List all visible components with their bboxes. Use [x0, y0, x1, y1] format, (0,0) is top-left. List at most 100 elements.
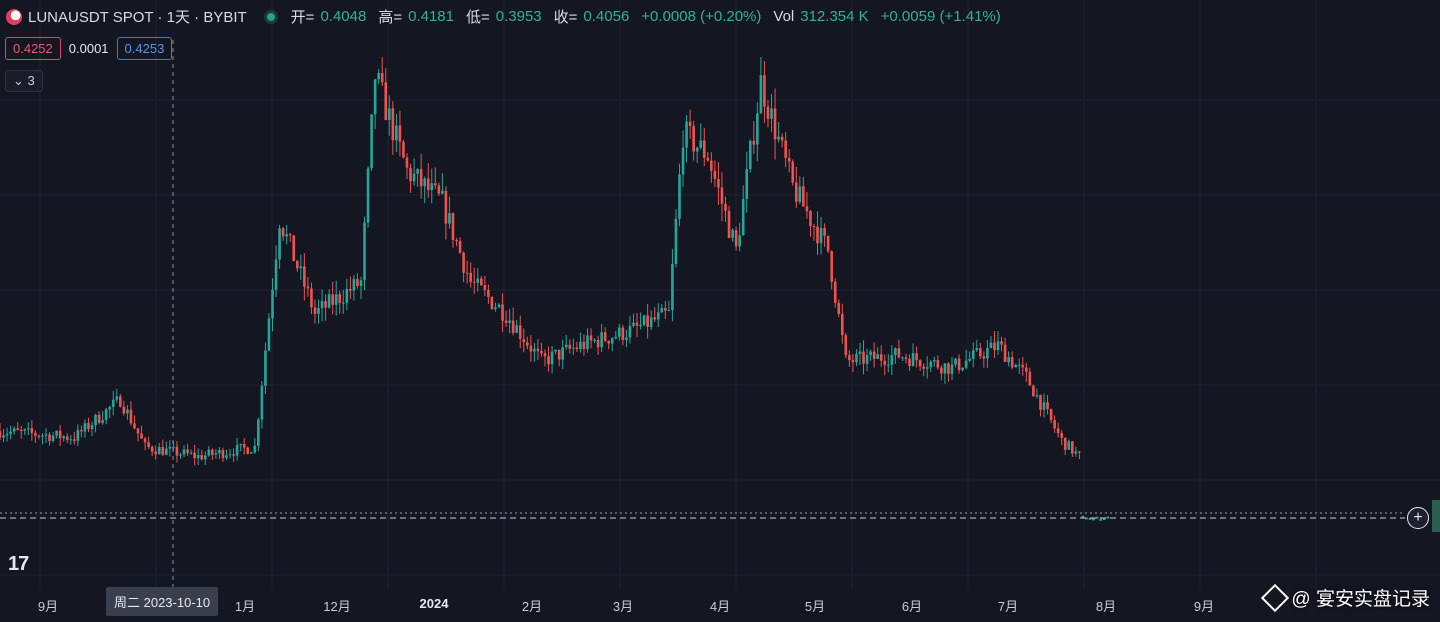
candle-body — [228, 454, 232, 456]
tradingview-logo[interactable]: 17 — [8, 553, 29, 575]
candle — [993, 330, 996, 358]
candle — [402, 139, 405, 159]
candle — [384, 68, 388, 121]
candle-body — [1088, 517, 1092, 520]
candle-body — [968, 358, 971, 361]
candle — [1056, 422, 1060, 438]
candle-body — [267, 318, 271, 351]
candle — [0, 423, 2, 441]
candle — [957, 354, 961, 374]
candle — [518, 315, 522, 349]
candle — [575, 341, 579, 352]
candle-body — [94, 414, 97, 426]
candle — [189, 449, 193, 455]
candle-body — [734, 230, 738, 247]
candle — [759, 57, 763, 114]
candle-body — [826, 235, 830, 252]
sell-price-button[interactable]: 0.4252 — [5, 37, 61, 60]
candle — [504, 310, 508, 328]
candle — [235, 437, 239, 461]
candle — [572, 338, 575, 355]
candle-body — [933, 360, 936, 362]
candle — [320, 289, 324, 322]
candle-body — [288, 234, 292, 236]
candle-body — [961, 367, 964, 370]
candle-body — [23, 429, 27, 431]
candle-body — [90, 425, 94, 430]
candle — [366, 166, 370, 228]
candle-body — [738, 235, 741, 247]
candle — [377, 69, 380, 85]
candle — [954, 357, 957, 368]
volume-value: 312.354 K — [800, 8, 869, 25]
candle — [90, 421, 94, 437]
x-axis[interactable]: 9月 1月 12月 2024 2月 3月 4月 5月 6月 7月 8月 9月 — [0, 590, 1440, 622]
buy-price-button[interactable]: 0.4253 — [116, 37, 173, 60]
x-tick-label: 2月 — [521, 599, 543, 614]
candlestick-chart[interactable] — [0, 0, 1440, 590]
candle — [756, 102, 759, 162]
candle-body — [1067, 441, 1071, 450]
low-label: 低= — [465, 9, 490, 26]
candle — [819, 216, 823, 255]
candle — [582, 334, 586, 356]
candle-body — [193, 452, 196, 459]
candle-body — [147, 442, 150, 447]
symbol-title[interactable]: LUNAUSDT SPOT · 1天 · BYBIT — [28, 9, 247, 26]
indicators-collapse-button[interactable]: ⌄ 3 — [5, 70, 43, 92]
candle-body — [462, 252, 465, 273]
change-value: +0.0008 (+0.20%) — [641, 8, 762, 25]
candle-body — [87, 422, 90, 430]
candle-body — [1102, 518, 1106, 521]
volume-change-value: +0.0059 (+1.41%) — [880, 8, 1001, 25]
candle — [48, 432, 51, 446]
candle-body — [543, 353, 547, 357]
candle-body — [161, 447, 165, 455]
candle — [299, 254, 303, 280]
candle — [285, 224, 288, 245]
candle-body — [518, 325, 522, 339]
candle — [872, 342, 876, 368]
candle-body — [366, 168, 370, 223]
candle — [833, 278, 837, 308]
candle — [55, 430, 58, 439]
candle-body — [476, 278, 480, 283]
candle-body — [925, 367, 929, 369]
candle-body — [536, 348, 540, 352]
candle-body — [763, 75, 766, 107]
x-tick-label: 9月 — [1193, 599, 1215, 614]
candle-body — [292, 235, 296, 262]
candle — [664, 301, 667, 319]
candle-body — [115, 396, 119, 400]
candle-body — [614, 336, 618, 339]
candle-body — [784, 140, 787, 158]
candle — [511, 307, 515, 336]
candle-body — [805, 206, 809, 212]
candle-body — [126, 409, 129, 414]
candle-body — [554, 349, 557, 352]
candle — [317, 299, 320, 324]
candle — [547, 346, 550, 372]
candle-body — [387, 108, 391, 120]
candle-body — [129, 409, 133, 424]
candle-body — [840, 313, 844, 336]
candle — [901, 356, 904, 361]
candle-body — [398, 125, 402, 142]
watermark-text: @ 宴安实盘记录 — [1291, 589, 1430, 610]
candle-body — [936, 360, 940, 368]
candle-body — [710, 160, 713, 171]
candle-body — [706, 157, 710, 161]
candle — [104, 407, 108, 425]
candle-body — [324, 301, 327, 308]
candle-body — [1095, 516, 1099, 519]
candle — [380, 56, 384, 87]
candle — [621, 324, 625, 346]
add-price-alert-plus-icon[interactable]: + — [1407, 507, 1429, 529]
candle — [327, 289, 331, 309]
candle — [986, 340, 989, 368]
candle — [752, 120, 756, 155]
candle — [175, 440, 179, 463]
candle — [214, 448, 218, 459]
candle-body — [777, 136, 780, 140]
candle — [303, 253, 306, 301]
